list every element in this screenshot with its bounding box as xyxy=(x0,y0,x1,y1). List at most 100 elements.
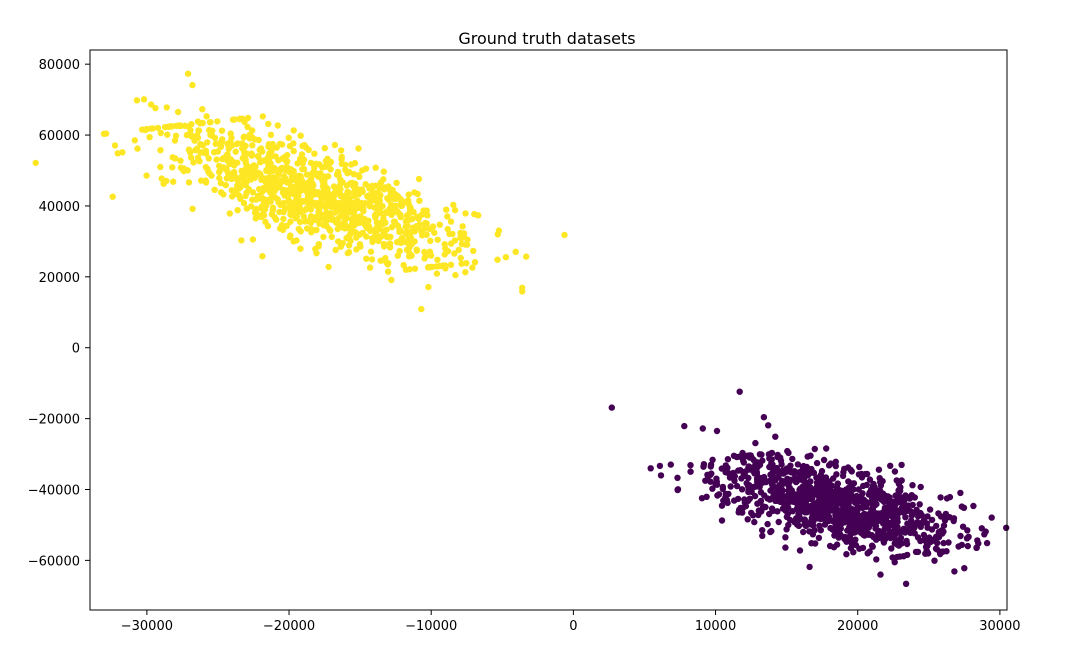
data-point xyxy=(407,234,414,241)
data-point xyxy=(826,494,833,501)
data-point xyxy=(870,503,877,510)
data-point xyxy=(808,491,815,499)
data-point xyxy=(1003,524,1010,531)
data-point xyxy=(879,510,886,518)
data-point xyxy=(777,494,785,501)
x-axis: −30000 −20000 −10000 0 10000 20000 30000 xyxy=(121,610,1021,634)
data-point xyxy=(313,226,320,234)
data-point xyxy=(295,180,302,188)
data-point xyxy=(859,527,866,534)
data-point xyxy=(233,140,240,148)
data-point xyxy=(894,507,901,514)
data-point xyxy=(241,133,248,140)
data-point xyxy=(704,473,712,480)
data-point xyxy=(873,556,880,563)
data-point xyxy=(325,263,332,271)
data-point xyxy=(213,156,220,163)
data-point xyxy=(202,177,209,184)
data-point xyxy=(494,231,501,238)
data-point xyxy=(133,97,141,104)
data-point xyxy=(742,502,750,510)
data-point xyxy=(780,498,787,506)
data-point xyxy=(836,500,844,507)
data-point xyxy=(647,465,654,472)
data-point xyxy=(857,497,864,504)
data-point xyxy=(297,218,304,226)
data-point xyxy=(157,129,164,137)
data-point xyxy=(937,494,944,501)
data-point xyxy=(265,153,272,160)
data-point xyxy=(217,189,225,196)
data-point xyxy=(167,123,174,130)
data-point xyxy=(375,207,382,215)
data-point xyxy=(860,482,867,490)
data-point xyxy=(887,462,894,469)
data-point xyxy=(868,542,876,549)
data-point xyxy=(348,221,356,228)
data-point xyxy=(836,487,843,495)
data-point xyxy=(423,220,430,227)
data-point xyxy=(305,146,312,153)
data-point xyxy=(748,488,755,496)
data-point xyxy=(248,150,255,157)
data-point xyxy=(336,222,343,230)
data-point xyxy=(326,190,333,198)
data-point xyxy=(252,172,259,180)
data-point xyxy=(143,125,150,133)
data-point xyxy=(869,490,876,498)
data-point xyxy=(100,130,108,137)
data-point xyxy=(900,525,907,532)
data-point xyxy=(157,147,164,154)
data-point xyxy=(119,149,126,156)
data-point xyxy=(817,494,824,502)
data-point xyxy=(841,519,848,526)
data-point xyxy=(189,205,196,212)
data-point xyxy=(146,134,153,141)
data-point xyxy=(208,172,215,179)
data-point xyxy=(819,488,827,495)
data-point xyxy=(897,497,904,504)
data-point xyxy=(820,456,828,464)
y-tick-label: 40000 xyxy=(39,200,80,215)
data-point xyxy=(846,514,853,521)
data-point xyxy=(851,520,858,527)
data-point xyxy=(111,142,119,149)
data-point xyxy=(700,461,708,468)
data-point xyxy=(424,212,431,219)
data-point xyxy=(368,184,375,191)
data-point xyxy=(758,451,765,458)
data-point xyxy=(374,200,382,207)
data-point xyxy=(778,461,785,468)
data-point xyxy=(854,526,861,533)
data-point xyxy=(815,534,823,542)
data-point xyxy=(767,471,774,478)
data-point xyxy=(187,127,194,134)
data-point xyxy=(411,265,419,272)
series-1 xyxy=(608,388,1010,587)
data-point xyxy=(359,167,366,174)
data-point xyxy=(206,119,214,126)
data-point xyxy=(758,508,765,515)
data-point xyxy=(756,483,763,490)
data-point xyxy=(667,461,674,468)
data-point xyxy=(408,252,415,259)
data-point xyxy=(887,521,895,528)
data-point xyxy=(241,142,248,149)
data-point xyxy=(450,201,457,209)
data-point xyxy=(327,158,335,166)
data-point xyxy=(230,173,237,181)
data-point xyxy=(208,132,215,139)
data-point xyxy=(338,147,345,154)
data-point xyxy=(856,504,863,511)
data-point xyxy=(806,563,813,571)
data-point xyxy=(874,533,882,540)
data-point xyxy=(895,542,903,549)
data-point xyxy=(181,166,189,174)
data-point xyxy=(903,540,911,548)
data-point xyxy=(460,230,468,237)
data-point xyxy=(766,510,773,518)
data-point xyxy=(293,237,300,244)
data-point xyxy=(687,468,694,475)
data-point xyxy=(810,469,818,476)
data-point xyxy=(418,211,425,219)
